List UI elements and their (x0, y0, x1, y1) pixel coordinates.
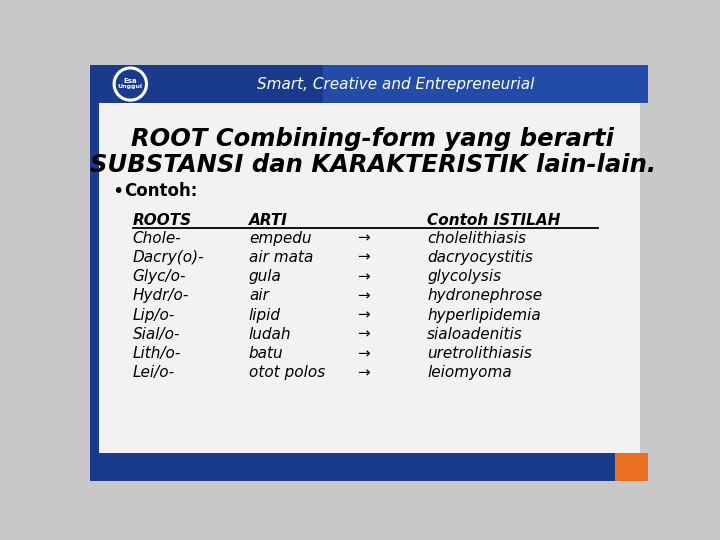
Text: cholelithiasis: cholelithiasis (427, 231, 526, 246)
Text: empedu: empedu (249, 231, 311, 246)
Bar (90, 101, 99, 454)
Text: Esa: Esa (124, 78, 137, 84)
Bar (98, 101, 640, 454)
Text: uretrolithiasis: uretrolithiasis (427, 346, 532, 361)
Text: hyperlipidemia: hyperlipidemia (427, 308, 541, 322)
Text: Lei/o-: Lei/o- (132, 365, 175, 380)
Text: sialoadenitis: sialoadenitis (427, 327, 523, 342)
Text: hydronephrose: hydronephrose (427, 288, 542, 303)
Bar (323, 65, 648, 103)
Text: batu: batu (249, 346, 284, 361)
Text: Dacry(o)-: Dacry(o)- (132, 250, 204, 265)
Text: Smart, Creative and Entrepreneurial: Smart, Creative and Entrepreneurial (256, 77, 534, 92)
Bar (90, 65, 648, 103)
Bar (90, 453, 616, 481)
Text: Chole-: Chole- (132, 231, 181, 246)
Text: Sial/o-: Sial/o- (132, 327, 180, 342)
Text: →: → (357, 327, 370, 342)
Text: Unggul: Unggul (118, 84, 143, 89)
Text: →: → (357, 231, 370, 246)
Text: →: → (357, 288, 370, 303)
Text: Lith/o-: Lith/o- (132, 346, 181, 361)
Text: →: → (357, 250, 370, 265)
Text: SUBSTANSI dan KARAKTERISTIK lain-lain.: SUBSTANSI dan KARAKTERISTIK lain-lain. (90, 153, 656, 177)
Bar (616, 453, 648, 481)
Text: Glyc/o-: Glyc/o- (132, 269, 186, 284)
Text: leiomyoma: leiomyoma (427, 365, 512, 380)
Text: lipid: lipid (249, 308, 281, 322)
Text: dacryocystitis: dacryocystitis (427, 250, 533, 265)
Text: ROOT Combining-form yang berarti: ROOT Combining-form yang berarti (131, 127, 614, 152)
Text: →: → (357, 308, 370, 322)
Text: otot polos: otot polos (249, 365, 325, 380)
Text: ludah: ludah (249, 327, 292, 342)
Text: Contoh ISTILAH: Contoh ISTILAH (427, 213, 560, 228)
Text: •: • (112, 181, 123, 200)
Text: gula: gula (249, 269, 282, 284)
Text: Lip/o-: Lip/o- (132, 308, 175, 322)
Text: air: air (249, 288, 269, 303)
Circle shape (113, 67, 148, 101)
Text: →: → (357, 346, 370, 361)
Text: air mata: air mata (249, 250, 313, 265)
Text: Hydr/o-: Hydr/o- (132, 288, 189, 303)
Text: ROOTS: ROOTS (132, 213, 192, 228)
Text: →: → (357, 269, 370, 284)
Text: glycolysis: glycolysis (427, 269, 501, 284)
Circle shape (117, 70, 144, 98)
Text: Contoh:: Contoh: (124, 182, 197, 200)
Text: →: → (357, 365, 370, 380)
Text: ARTI: ARTI (249, 213, 288, 228)
